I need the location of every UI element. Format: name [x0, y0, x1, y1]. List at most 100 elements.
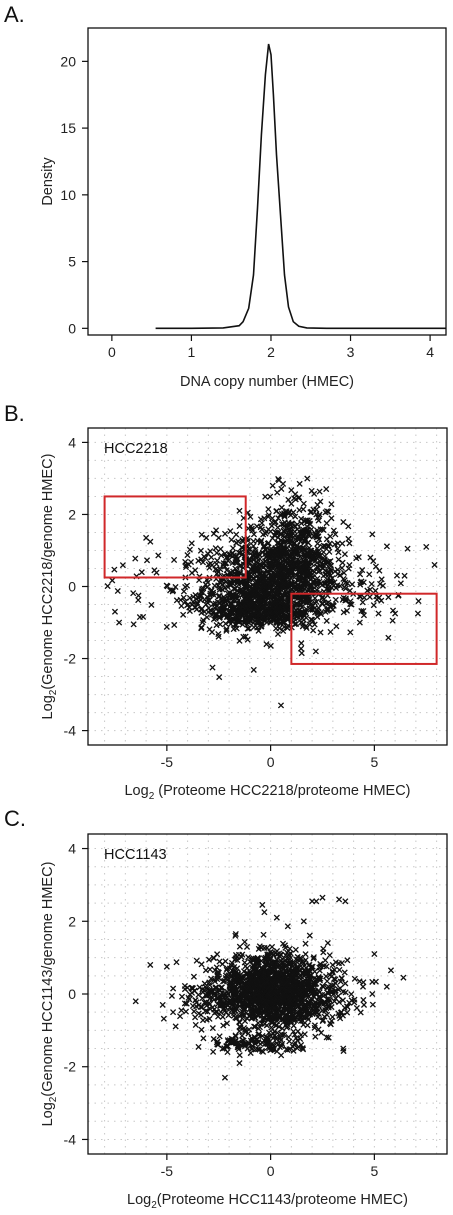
data-point [282, 963, 289, 971]
data-point [306, 984, 313, 991]
data-point [245, 1039, 252, 1046]
x-tick-label: 0 [267, 754, 275, 770]
data-point [342, 898, 349, 905]
data-point [282, 1006, 289, 1013]
data-point [289, 1043, 296, 1050]
data-point [182, 562, 190, 569]
data-point [231, 1000, 238, 1007]
data-point [310, 574, 317, 581]
data-point [273, 1048, 281, 1055]
data-point [261, 576, 268, 583]
data-point [220, 603, 228, 611]
data-point [294, 1003, 301, 1010]
data-point [324, 939, 331, 947]
data-point [314, 545, 321, 552]
data-point [335, 986, 342, 993]
data-point [357, 571, 364, 578]
data-point [236, 507, 243, 514]
data-point [190, 593, 197, 600]
data-point [312, 981, 319, 988]
y-tick-label: -2 [64, 651, 77, 667]
data-point [258, 964, 265, 971]
y-tick-label: 0 [68, 579, 76, 595]
data-point [251, 1034, 258, 1041]
data-point [325, 585, 332, 592]
data-point [306, 621, 313, 628]
data-point [160, 1015, 167, 1022]
data-point [265, 1029, 273, 1036]
data-point [292, 965, 299, 972]
data-point [276, 575, 283, 582]
data-point [209, 1025, 216, 1032]
data-point [248, 998, 255, 1006]
data-point [290, 509, 297, 516]
data-point [180, 588, 187, 595]
data-point [360, 996, 367, 1004]
data-point [323, 617, 330, 624]
data-point [248, 586, 255, 593]
data-point [201, 553, 208, 560]
data-point [300, 1014, 307, 1021]
data-point [227, 620, 234, 628]
data-point [313, 527, 321, 534]
data-point [264, 1001, 271, 1008]
data-point [218, 984, 225, 991]
data-point [284, 595, 292, 602]
data-point [235, 549, 242, 556]
data-point [268, 1041, 275, 1048]
data-point [342, 585, 349, 592]
data-point [234, 614, 242, 621]
data-point [297, 553, 304, 560]
data-point [401, 572, 408, 579]
data-point [256, 1024, 263, 1031]
data-point [372, 563, 379, 570]
data-point [246, 592, 253, 599]
data-point [283, 986, 290, 993]
data-point [228, 536, 235, 543]
data-point [185, 994, 192, 1001]
data-point [335, 992, 342, 1000]
data-point [263, 641, 270, 648]
data-point [315, 1026, 322, 1033]
data-point [348, 991, 355, 998]
data-point [109, 577, 116, 584]
y-tick-label: 15 [60, 120, 76, 136]
data-point [172, 1023, 179, 1030]
data-point [256, 576, 263, 583]
data-point [265, 513, 272, 520]
data-point [342, 579, 349, 586]
data-point [325, 999, 332, 1006]
data-point [272, 603, 279, 611]
data-point [198, 589, 205, 596]
data-point [259, 975, 266, 982]
data-point [170, 985, 177, 992]
data-point [277, 957, 285, 964]
data-point [284, 923, 291, 930]
data-point [184, 552, 191, 559]
data-point [236, 570, 243, 577]
data-point [204, 593, 211, 600]
data-point [241, 959, 248, 966]
data-point [291, 584, 298, 591]
data-point [279, 978, 286, 986]
data-point [272, 619, 279, 626]
data-point [163, 963, 170, 970]
data-point [351, 975, 358, 982]
data-point [280, 627, 287, 634]
data-point [282, 957, 289, 964]
data-point [342, 980, 349, 987]
data-point [236, 563, 243, 570]
data-point [317, 629, 324, 636]
data-point [360, 612, 367, 619]
data-point [359, 567, 366, 574]
data-point [208, 587, 215, 594]
data-point [284, 1046, 291, 1054]
data-point [192, 567, 199, 574]
data-point [273, 947, 281, 955]
data-point [294, 969, 301, 976]
data-point [379, 582, 386, 589]
data-point [251, 962, 258, 969]
data-point [276, 1012, 283, 1019]
data-point [288, 575, 295, 582]
data-point [257, 538, 264, 545]
